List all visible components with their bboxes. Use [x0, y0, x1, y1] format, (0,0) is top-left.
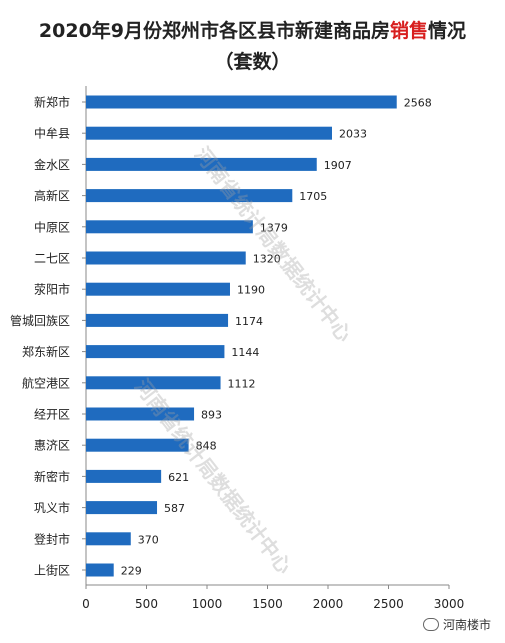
chart-subtitle: （套数）	[214, 51, 291, 73]
bar	[86, 95, 397, 109]
y-tick-label: 郑东新区	[22, 344, 70, 359]
x-tick-label: 500	[135, 597, 158, 611]
x-tick-label: 0	[82, 597, 90, 611]
y-tick-label: 高新区	[34, 188, 70, 203]
bar	[86, 251, 246, 265]
bar	[86, 469, 162, 483]
bar	[86, 438, 189, 452]
y-tick-label: 惠济区	[34, 438, 70, 453]
chart-title-prefix: 2020年9月份郑州市各区县市新建商品房	[38, 20, 391, 42]
data-label: 229	[121, 565, 142, 578]
x-tick-label: 1000	[192, 597, 223, 611]
x-tick-label: 2000	[313, 597, 344, 611]
data-label: 1320	[253, 253, 281, 266]
bar	[86, 282, 230, 296]
data-label: 1379	[260, 221, 288, 234]
x-tick-label: 1500	[252, 597, 283, 611]
y-tick-label: 荥阳市	[34, 282, 70, 297]
x-tick-label: 2500	[373, 597, 404, 611]
bar	[86, 407, 195, 421]
bar	[86, 126, 332, 140]
bar	[86, 501, 158, 515]
y-tick-label: 巩义市	[34, 500, 70, 515]
chart-title-highlight: 销售	[390, 20, 429, 42]
data-label: 621	[168, 471, 189, 484]
bar	[86, 532, 131, 546]
data-label: 1112	[228, 377, 256, 390]
wechat-icon	[422, 618, 439, 631]
y-tick-label: 登封市	[34, 531, 70, 546]
y-tick-label: 中牟县	[34, 126, 70, 141]
y-tick-label: 上街区	[34, 564, 70, 578]
data-label: 2033	[339, 128, 367, 141]
bar	[86, 563, 114, 577]
y-tick-label: 二七区	[34, 252, 70, 266]
y-tick-label: 金水区	[34, 157, 70, 172]
data-label: 587	[164, 502, 185, 515]
data-label: 1174	[235, 315, 263, 328]
chart-title: 2020年9月份郑州市各区县市新建商品房销售情况	[0, 16, 505, 43]
data-label: 2568	[404, 97, 432, 110]
y-tick-label: 新郑市	[34, 95, 70, 110]
chart-title-suffix: 情况	[428, 20, 467, 42]
data-label: 370	[138, 533, 159, 546]
y-tick-label: 中原区	[34, 219, 70, 234]
data-label: 1705	[299, 190, 327, 203]
data-label: 1190	[237, 284, 265, 297]
data-label: 893	[201, 409, 222, 422]
bar	[86, 376, 221, 390]
bar	[86, 157, 317, 171]
bar	[86, 313, 229, 327]
watermark-logo: 河南楼市	[422, 616, 491, 633]
bar	[86, 189, 293, 203]
y-tick-label: 新密市	[34, 469, 70, 484]
data-label: 1144	[231, 346, 259, 359]
y-tick-label: 航空港区	[22, 375, 70, 390]
y-tick-label: 经开区	[34, 408, 70, 422]
y-tick-label: 管城回族区	[10, 313, 70, 328]
bar	[86, 220, 253, 234]
x-tick-label: 3000	[434, 597, 465, 611]
watermark-logo-text: 河南楼市	[442, 618, 491, 632]
data-label: 1907	[324, 159, 352, 172]
data-label: 848	[196, 440, 217, 453]
bar	[86, 345, 225, 359]
